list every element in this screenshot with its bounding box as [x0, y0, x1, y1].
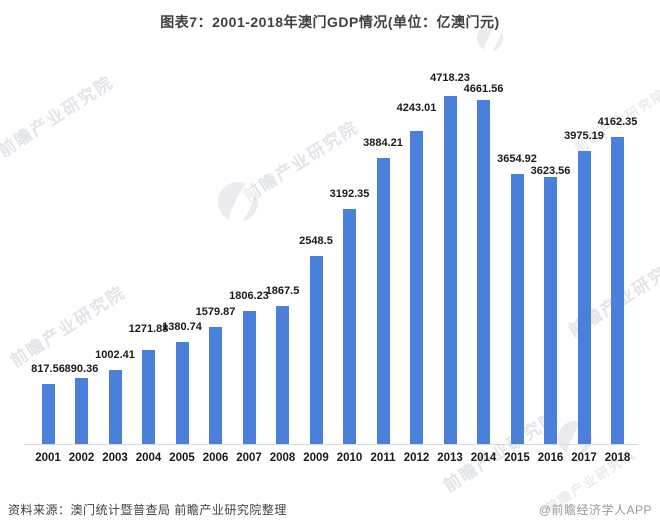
bar-value-label-2006: 1579.87 [195, 306, 236, 318]
x-axis-label-2009: 2009 [303, 452, 329, 464]
bar-value-label-2016: 3623.56 [530, 165, 571, 177]
bar-2017 [577, 151, 591, 444]
x-axis-label-2003: 2003 [102, 452, 128, 464]
x-axis-label-2015: 2015 [504, 452, 530, 464]
bar-2004 [142, 350, 155, 444]
chart-title: 图表7：2001-2018年澳门GDP情况(单位：亿澳门元) [160, 14, 500, 30]
credit-text: @前瞻经济学人APP [538, 503, 652, 517]
bar-value-label-2018: 4162.35 [597, 116, 638, 128]
bar-2015 [510, 174, 524, 444]
bar-value-label-2004: 1271.88 [128, 323, 169, 335]
bar-2012 [410, 131, 423, 444]
bar-value-label-2017: 3975.19 [564, 130, 604, 142]
bar-value-label-2005: 1380.74 [162, 321, 202, 333]
bar-value-label-2014: 4661.56 [463, 83, 504, 95]
bar-2008 [276, 306, 289, 444]
bar-2007 [242, 311, 256, 444]
x-axis-label-2014: 2014 [470, 452, 497, 464]
bar-2010 [343, 209, 356, 444]
x-axis-label-2017: 2017 [571, 452, 597, 464]
bar-value-label-2002: 890.36 [64, 363, 99, 375]
bar-2005 [175, 342, 189, 444]
x-axis-label-2010: 2010 [336, 452, 363, 464]
bar-value-label-2012: 4243.01 [396, 102, 437, 114]
x-axis-label-2016: 2016 [537, 452, 564, 464]
x-axis-label-2013: 2013 [437, 452, 463, 464]
bar-value-label-2008: 1867.5 [265, 285, 300, 297]
bar-2009 [309, 256, 323, 444]
bar-2018 [611, 137, 624, 444]
bar-2013 [443, 96, 457, 444]
bar-2014 [477, 100, 490, 444]
bar-value-label-2001: 817.56 [31, 363, 65, 375]
x-axis-label-2007: 2007 [236, 452, 262, 464]
bar-value-label-2015: 3654.92 [497, 153, 537, 165]
x-axis-label-2018: 2018 [604, 452, 631, 464]
chart-footer: 资料来源：澳门统计暨普查局 前瞻产业研究院整理 @前瞻经济学人APP [0, 492, 660, 526]
x-axis-label-2008: 2008 [269, 452, 296, 464]
bar-value-label-2013: 4718.23 [430, 72, 470, 84]
bar-value-label-2007: 1806.23 [229, 290, 269, 302]
bar-2002 [75, 378, 88, 444]
bar-value-label-2010: 3192.35 [329, 188, 370, 200]
source-text: 资料来源：澳门统计暨普查局 前瞻产业研究院整理 [8, 503, 287, 517]
bar-2016 [544, 177, 557, 444]
bar-2003 [108, 370, 122, 444]
bar-2011 [376, 158, 390, 444]
x-axis-label-2001: 2001 [35, 452, 61, 464]
bar-2006 [209, 327, 222, 444]
bar-2001 [41, 384, 55, 444]
bar-value-label-2003: 1002.41 [95, 349, 135, 361]
x-axis-label-2005: 2005 [169, 452, 195, 464]
x-axis-line [24, 444, 638, 445]
x-axis-label-2011: 2011 [370, 452, 396, 464]
x-axis-label-2006: 2006 [202, 452, 229, 464]
bar-value-label-2011: 3884.21 [363, 137, 403, 149]
x-axis-label-2012: 2012 [403, 452, 430, 464]
x-axis-label-2004: 2004 [135, 452, 162, 464]
bar-value-label-2009: 2548.5 [299, 235, 333, 247]
x-axis-label-2002: 2002 [68, 452, 95, 464]
